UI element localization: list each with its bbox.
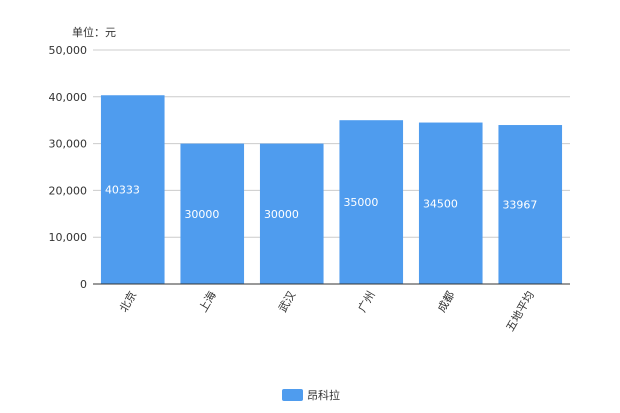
x-axis-ticks: 北京 上海 武汉 广州 成都 五地平均: [116, 289, 537, 334]
x-tick-label: 成都: [435, 289, 457, 315]
x-tick-label: 五地平均: [504, 289, 537, 334]
bars: [100, 95, 563, 284]
y-tick-label: 50,000: [49, 44, 88, 57]
bar-data-label: 30000: [264, 208, 299, 221]
bar-data-label: 33967: [502, 199, 537, 212]
x-tick-label: 武汉: [276, 289, 298, 315]
x-tick-label: 广州: [356, 289, 378, 315]
y-axis-ticks: 0 10,000 20,000 30,000 40,000 50,000: [49, 44, 88, 291]
bar[interactable]: [180, 143, 245, 284]
bar-data-label: 34500: [423, 197, 458, 210]
y-tick-label: 30,000: [49, 138, 88, 151]
bar[interactable]: [259, 143, 324, 284]
y-tick-label: 0: [80, 278, 87, 291]
x-tick-label: 上海: [196, 289, 219, 315]
bar[interactable]: [339, 120, 404, 284]
x-tick-label: 北京: [116, 289, 139, 315]
y-tick-label: 20,000: [49, 184, 88, 197]
legend-label: 昂科拉: [307, 388, 340, 402]
bar-data-label: 40333: [105, 184, 140, 197]
bar[interactable]: [418, 122, 483, 284]
legend[interactable]: 昂科拉: [282, 388, 340, 402]
y-tick-label: 40,000: [49, 91, 88, 104]
bar[interactable]: [498, 125, 563, 284]
bar[interactable]: [100, 95, 165, 284]
grid-lines: [93, 49, 570, 238]
legend-swatch: [282, 389, 303, 401]
unit-label: 单位：元: [72, 25, 116, 39]
bar-data-label: 35000: [343, 196, 378, 209]
y-tick-label: 10,000: [49, 231, 88, 244]
bar-data-labels: 40333 30000 30000 35000 34500 33967: [105, 184, 538, 221]
bar-data-label: 30000: [184, 208, 219, 221]
